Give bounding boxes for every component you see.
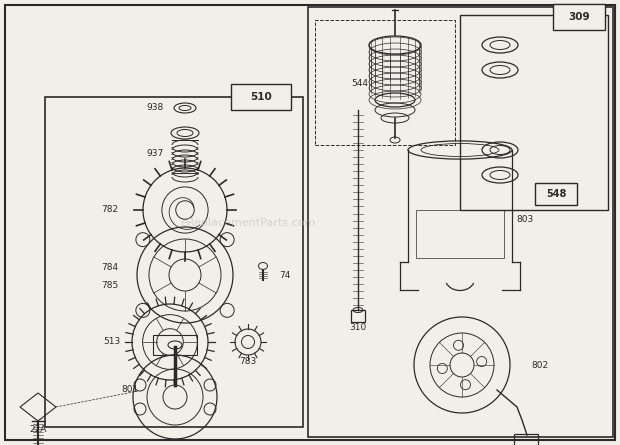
Bar [351,310,365,322]
Text: 784: 784 [102,263,118,271]
Text: 74: 74 [280,271,291,279]
Text: 785: 785 [102,280,118,290]
Bar [416,210,504,258]
Text: 801: 801 [122,385,139,395]
Text: 309: 309 [568,12,590,22]
Bar [535,183,577,205]
Bar [308,7,613,437]
Bar [514,434,538,445]
Text: 937: 937 [146,149,164,158]
Text: 510: 510 [250,92,272,102]
Bar [553,4,605,30]
Text: 782: 782 [102,206,118,214]
Text: 544: 544 [352,78,368,88]
Bar [231,84,291,110]
Text: eReplacementParts.com: eReplacementParts.com [180,218,316,227]
Text: 513: 513 [104,337,121,347]
Text: 803: 803 [516,215,534,224]
Text: 22A: 22A [29,425,46,433]
Bar [315,20,455,145]
Bar [153,335,197,355]
Text: 802: 802 [531,360,549,369]
Text: 783: 783 [239,357,257,367]
Text: 310: 310 [350,323,366,332]
Bar [45,97,303,427]
Text: 938: 938 [146,104,164,113]
Bar [460,15,608,210]
Text: 548: 548 [546,189,566,199]
